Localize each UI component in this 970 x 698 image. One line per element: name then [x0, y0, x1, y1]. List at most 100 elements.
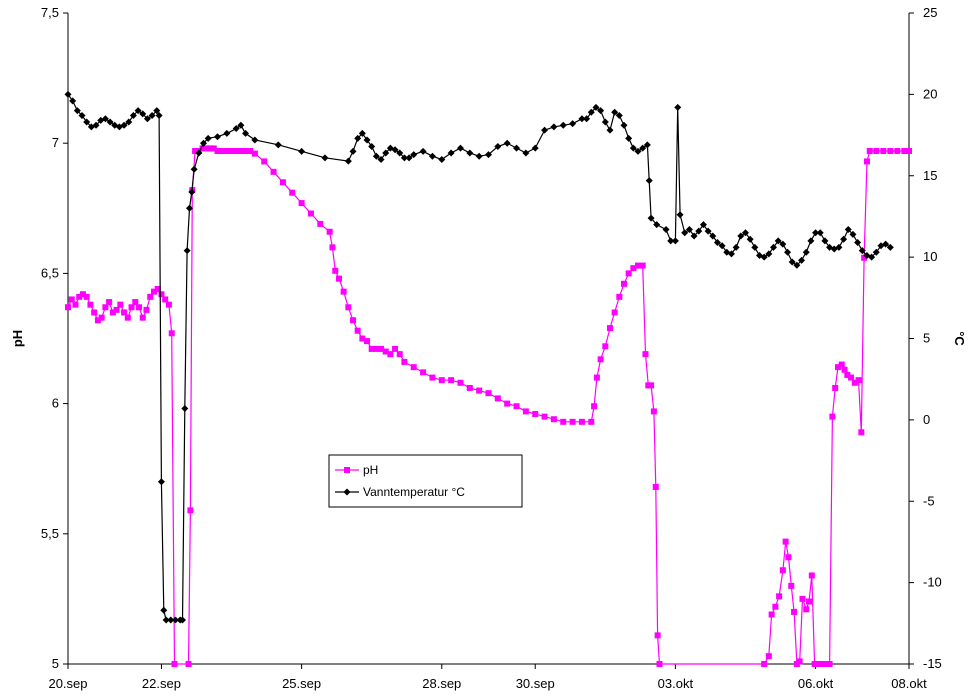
ph-point	[223, 148, 230, 155]
ph-point	[364, 338, 371, 345]
ph-point	[438, 377, 445, 384]
temperature-point	[190, 165, 198, 173]
left-y-axis-title: pH	[10, 330, 25, 347]
temperature-point	[405, 154, 413, 162]
temperature-point	[162, 616, 170, 624]
temperature-point	[188, 188, 196, 196]
ph-point	[203, 145, 210, 152]
ph-point	[776, 593, 783, 600]
ph-point	[639, 262, 646, 269]
ph-point	[799, 595, 806, 602]
temperature-point	[625, 134, 633, 142]
temperature-point	[793, 261, 801, 269]
right-y-tick-label: 25	[923, 5, 937, 20]
ph-point	[72, 301, 79, 308]
temperature-point	[466, 149, 474, 157]
temperature-point	[139, 110, 147, 118]
ph-point	[279, 179, 286, 186]
temperature-point	[671, 237, 679, 245]
temperature-point	[485, 151, 492, 159]
ph-point	[237, 148, 244, 155]
ph-point	[806, 598, 813, 605]
temperature-point	[746, 235, 754, 243]
ph-point	[513, 403, 520, 410]
temperature-point	[737, 232, 745, 240]
ph-point	[494, 395, 501, 402]
ph-point	[233, 148, 240, 155]
right-y-tick-label: 15	[923, 168, 937, 183]
ph-point	[298, 200, 305, 207]
ph-point	[210, 145, 217, 152]
ph-point	[150, 288, 157, 295]
ph-point	[79, 291, 86, 298]
ph-point	[832, 384, 839, 391]
temperature-point	[639, 144, 647, 152]
temperature-point	[153, 107, 161, 115]
x-tick-label: 25.sep	[282, 676, 321, 691]
temperature-point	[214, 133, 222, 141]
temperature-point	[615, 112, 623, 120]
temperature-point	[835, 243, 843, 251]
ph-point	[121, 309, 128, 316]
ph-point	[550, 416, 557, 423]
ph-point	[87, 301, 94, 308]
temperature-point	[396, 149, 404, 157]
right-y-tick-label: -10	[923, 575, 942, 590]
temperature-point	[667, 237, 675, 245]
temperature-point	[513, 144, 521, 152]
ph-point	[128, 304, 135, 311]
temperature-point	[802, 248, 810, 256]
ph-point	[829, 413, 836, 420]
ph-point	[68, 296, 75, 303]
ph-point	[147, 293, 154, 300]
ph-point	[154, 286, 161, 293]
temperature-point	[358, 129, 366, 137]
temperature-point	[559, 121, 567, 129]
temperature-series	[64, 90, 894, 624]
ph-point	[382, 348, 389, 355]
temperature-point	[372, 152, 380, 160]
temperature-point	[251, 136, 259, 144]
ph-point	[187, 507, 194, 514]
ph-point	[378, 345, 385, 352]
ph-point	[401, 358, 408, 365]
temperature-point	[391, 146, 399, 154]
ph-point	[593, 374, 600, 381]
temperature-point	[760, 253, 768, 261]
ph-point	[808, 572, 815, 579]
temperature-point	[681, 229, 689, 237]
ph-point	[132, 299, 139, 306]
ph-point	[476, 387, 483, 394]
ph-point	[578, 418, 585, 425]
ph-point	[228, 148, 235, 155]
ph-point	[602, 343, 609, 350]
temperature-point	[690, 232, 698, 240]
ph-point	[219, 148, 226, 155]
temperature-point	[709, 232, 717, 240]
temperature-point	[606, 126, 614, 134]
ph-point	[620, 280, 627, 287]
temperature-point	[447, 149, 455, 157]
ph-point	[94, 317, 101, 324]
temperature-point	[134, 107, 142, 115]
ph-point	[345, 304, 352, 311]
ph-point	[143, 306, 150, 313]
ph-point	[199, 145, 206, 152]
ph-point	[560, 418, 567, 425]
ph-point	[466, 384, 473, 391]
temperature-point	[541, 126, 549, 134]
ph-point	[162, 296, 169, 303]
temperature-point	[400, 154, 408, 162]
ph-point	[866, 148, 873, 155]
temperature-point	[647, 214, 655, 222]
legend-ph-marker	[344, 467, 350, 473]
ph-series	[65, 145, 912, 667]
temperature-point	[531, 144, 539, 152]
ph-point	[768, 611, 775, 618]
right-y-tick-label: 20	[923, 86, 937, 101]
ph-point	[102, 304, 109, 311]
ph-point	[782, 538, 789, 545]
temperature-point	[181, 404, 189, 412]
temperature-point	[494, 142, 502, 150]
right-y-axis-title: °C	[952, 331, 967, 346]
